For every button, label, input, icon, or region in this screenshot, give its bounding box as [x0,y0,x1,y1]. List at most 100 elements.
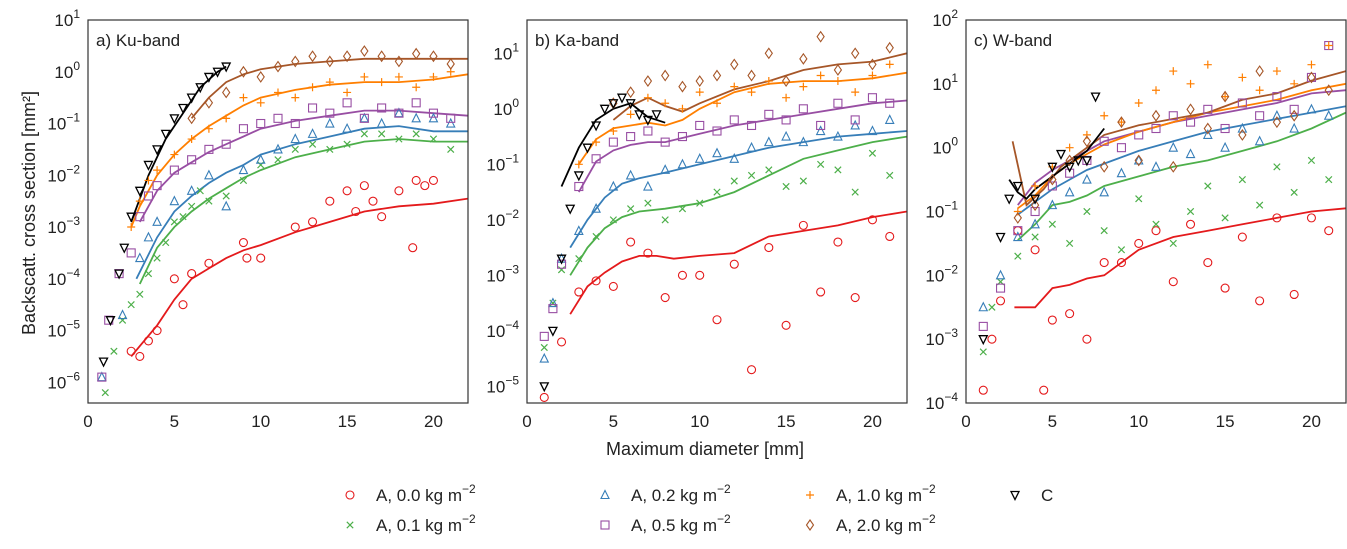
data-point-A0-2 [273,143,283,154]
data-point-A1-0 [609,127,618,136]
data-point-A2-0 [816,30,825,43]
data-point-A2-0 [1186,103,1195,116]
y-tick-label: 101 [54,7,80,30]
data-point-A2-0 [747,69,756,82]
data-point-A0-0 [1065,309,1075,319]
data-point-A0-5 [781,115,791,125]
legend-item: A, 0.5 kg m−2 [600,512,731,535]
data-point-C [616,93,628,104]
legend-label: A, 0.1 kg m−2 [376,512,476,535]
data-point-A0-0 [1134,238,1144,248]
data-point-A0-2 [342,122,352,133]
data-point-A0-0 [574,287,584,297]
data-point-A0-2 [1306,103,1317,114]
data-point-C [212,67,223,78]
data-point-C [1090,92,1101,103]
data-point-C [203,72,214,83]
series-line-A2-0 [612,52,907,121]
data-point-A1-0 [1065,143,1074,152]
y-tick-label: 10−4 [47,266,80,289]
data-point-A2-0 [394,55,404,68]
data-point-A1-0 [678,104,687,113]
data-point-A0-2 [359,112,370,123]
data-point-A0-5 [626,132,636,142]
legend-item: A, 0.1 kg m−2 [346,512,476,535]
data-point-A1-0 [222,114,231,123]
data-point-A0-5 [1065,168,1075,178]
data-point-A0-0 [816,287,826,297]
data-point-C [143,160,154,171]
data-point-A1-0 [429,72,438,81]
data-point-A0-0 [411,175,421,185]
data-point-A0-0 [556,337,567,347]
data-point-A2-0 [204,96,214,109]
data-point-A0-2 [152,216,162,226]
data-point-C [1073,156,1084,167]
data-point-A0-1 [988,303,996,311]
data-point-A0-0 [1289,289,1299,300]
data-point-A0-5 [290,118,300,129]
data-point-A1-0 [274,88,282,97]
data-point-A0-1 [360,130,368,138]
data-point-A0-1 [429,135,438,143]
legend-marker [346,521,354,529]
data-point-A2-0 [429,50,438,63]
legend-label: A, 0.0 kg m−2 [376,482,476,505]
data-point-A0-5 [1185,117,1196,127]
data-point-A0-0 [1203,258,1213,268]
data-point-A0-2 [445,117,456,128]
data-point-A0-1 [179,213,187,221]
legend-item: A, 0.2 kg m−2 [600,482,731,505]
data-point-A0-5 [187,155,197,165]
data-point-A0-5 [1168,111,1178,121]
data-point-A0-5 [539,331,549,341]
data-point-A1-0 [885,60,894,69]
data-point-A0-5 [256,118,266,129]
data-point-A0-0 [1116,258,1127,268]
data-point-A2-0 [325,55,334,68]
data-point-C [195,83,206,94]
data-point-A0-5 [152,181,162,191]
data-point-A1-0 [1203,60,1212,69]
data-point-A0-0 [420,181,430,191]
x-tick-label: 10 [1129,412,1148,431]
data-point-A0-2 [1254,135,1265,146]
data-point-A0-2 [608,180,619,191]
data-point-A0-5 [1151,123,1161,134]
legend-item: C [1009,486,1053,505]
data-point-A0-1 [343,140,351,148]
data-point-A2-0 [360,45,369,58]
data-point-A2-0 [868,58,877,71]
data-point-A1-0 [816,71,825,80]
data-point-A0-2 [1133,154,1144,165]
data-point-A0-0 [342,186,352,196]
data-point-A2-0 [1082,135,1092,148]
data-point-A0-5 [548,304,558,314]
data-point-A1-0 [308,83,317,92]
data-point-A0-1 [834,166,842,174]
data-point-A0-0 [1306,213,1317,223]
data-point-A0-5 [1047,181,1057,191]
y-tick-label: 10−6 [47,369,80,392]
data-point-A0-2 [169,195,180,206]
x-tick-label: 20 [863,412,882,431]
series-markers [96,45,456,397]
data-point-A1-0 [833,77,842,86]
data-point-A0-0 [1047,315,1057,325]
data-point-A2-0 [626,86,635,99]
data-point-A0-2 [143,231,154,242]
data-point-A1-0 [204,124,213,133]
data-point-A2-0 [695,75,704,88]
data-point-A2-0 [1255,65,1264,78]
y-tick-label: 101 [932,71,958,94]
data-point-C [556,254,567,265]
data-point-A0-2 [995,269,1006,280]
data-point-A0-0 [408,243,418,253]
y-tick-label: 100 [932,135,958,158]
data-point-A0-0 [626,237,636,247]
series-markers [978,40,1334,395]
plot-frame [526,19,908,404]
data-point-A0-1 [696,199,704,207]
y-tick-label: 100 [54,59,80,82]
data-point-A2-0 [1134,154,1143,167]
